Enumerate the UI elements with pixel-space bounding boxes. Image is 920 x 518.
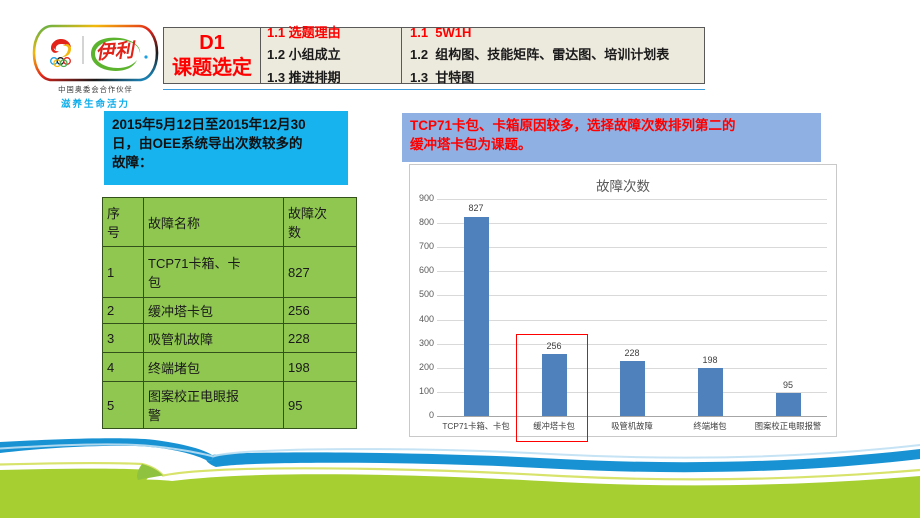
- svg-text:伊利: 伊利: [95, 39, 137, 64]
